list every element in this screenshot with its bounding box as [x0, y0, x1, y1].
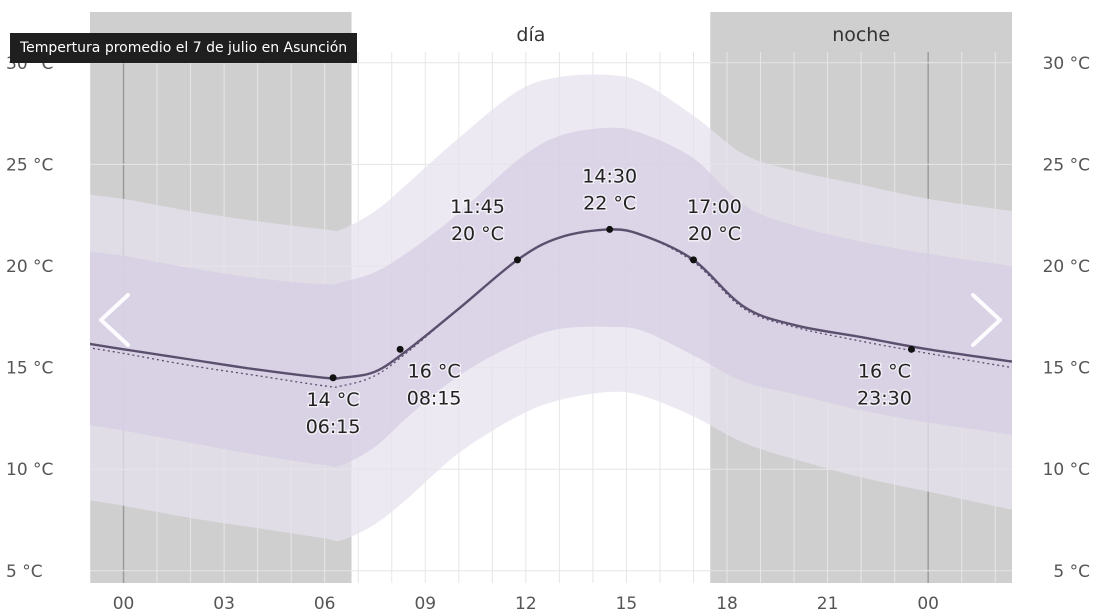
data-label: 23:30 — [857, 387, 912, 409]
data-point-0 — [329, 374, 337, 382]
y-tick-label-right: 30 °C — [1043, 54, 1090, 74]
y-tick-label-left: 25 °C — [6, 155, 53, 175]
y-tick-label-right: 25 °C — [1043, 155, 1090, 175]
y-tick-label-right: 20 °C — [1043, 257, 1090, 277]
x-tick-label: 15 — [616, 594, 638, 613]
data-label: 20 °C — [688, 223, 741, 245]
chart-title: Tempertura promedio el 7 de julio en Asu… — [10, 33, 358, 63]
data-label: 22 °C — [583, 192, 636, 214]
data-label: 06:15 — [306, 416, 361, 438]
data-point-4 — [689, 256, 697, 264]
chevron-right-icon[interactable] — [971, 293, 1002, 347]
data-label: 14 °C — [307, 389, 360, 411]
band-p25-p75 — [90, 127, 1012, 467]
data-point-1 — [396, 345, 404, 353]
x-tick-label: 12 — [515, 594, 537, 613]
x-tick-label: 06 — [314, 594, 336, 613]
y-tick-label-right: 5 °C — [1053, 562, 1090, 582]
period-label: día — [516, 24, 545, 46]
data-point-2 — [513, 256, 521, 264]
data-label: 14:30 — [582, 165, 637, 187]
y-tick-label-left: 15 °C — [6, 359, 53, 379]
plot-area — [90, 12, 1012, 583]
y-tick-label-left: 10 °C — [6, 460, 53, 480]
data-label: 16 °C — [408, 360, 461, 382]
data-label: 17:00 — [687, 196, 742, 218]
data-label: 08:15 — [407, 387, 462, 409]
period-label: noche — [832, 24, 890, 46]
chevron-left-icon[interactable] — [99, 293, 130, 347]
data-label: 20 °C — [451, 223, 504, 245]
y-tick-label-right: 15 °C — [1043, 359, 1090, 379]
x-tick-label: 21 — [817, 594, 839, 613]
x-tick-label: 00 — [917, 594, 939, 613]
data-label: 11:45 — [450, 196, 505, 218]
x-tick-label: 09 — [414, 594, 436, 613]
y-tick-label-left: 5 °C — [6, 562, 43, 582]
x-tick-label: 18 — [716, 594, 738, 613]
data-label: 16 °C — [858, 360, 911, 382]
x-tick-label: 03 — [213, 594, 235, 613]
x-tick-label: 00 — [113, 594, 135, 613]
y-tick-label-right: 10 °C — [1043, 460, 1090, 480]
data-point-5 — [907, 345, 915, 353]
y-tick-label-left: 20 °C — [6, 257, 53, 277]
data-point-3 — [606, 225, 614, 233]
